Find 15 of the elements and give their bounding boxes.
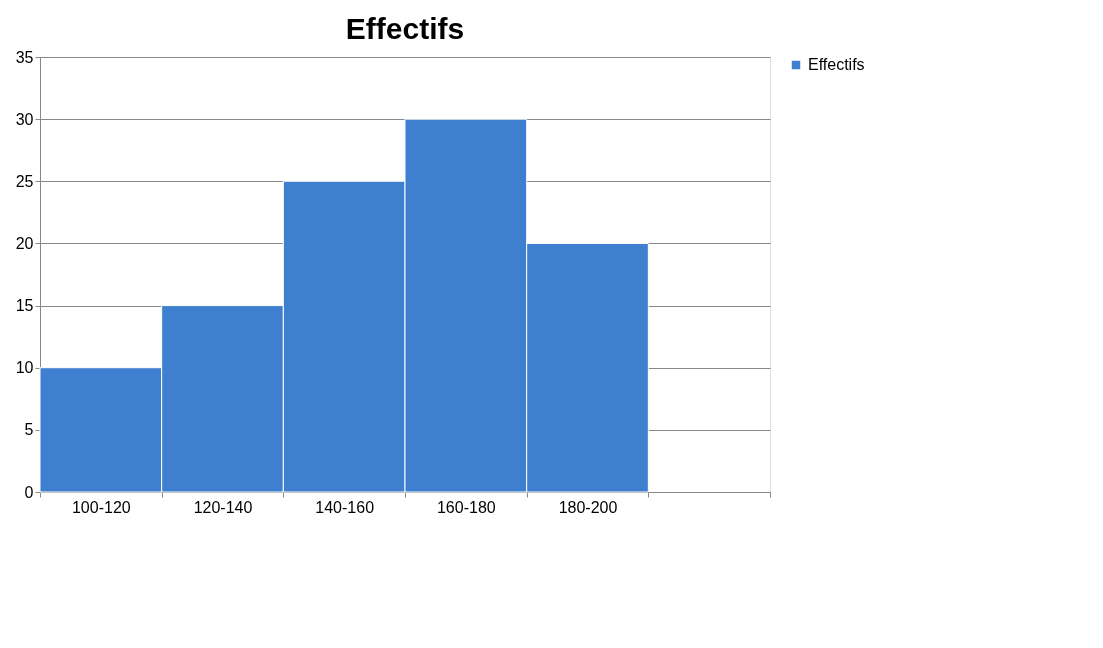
x-tick-label: 160-180 bbox=[436, 498, 496, 516]
y-tick-label: 30 bbox=[15, 110, 34, 128]
y-tick-label: 25 bbox=[15, 172, 34, 190]
y-tick-label: 15 bbox=[15, 297, 34, 315]
chart-title: Effectifs bbox=[345, 12, 465, 45]
y-tick-label: 5 bbox=[24, 421, 34, 439]
x-tick-label: 180-200 bbox=[558, 498, 618, 516]
y-tick-label: 35 bbox=[15, 48, 34, 66]
y-tick-label: 20 bbox=[15, 234, 34, 252]
y-tick-label: 0 bbox=[24, 483, 34, 501]
x-tick-label: 100-120 bbox=[71, 498, 131, 516]
legend-label: Effectifs bbox=[808, 56, 865, 73]
x-tick-label: 140-160 bbox=[315, 498, 375, 516]
y-tick-label: 10 bbox=[15, 359, 34, 377]
x-tick-label: 120-140 bbox=[193, 498, 253, 516]
